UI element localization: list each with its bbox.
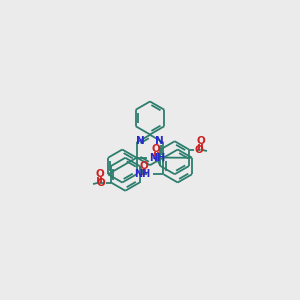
Text: NH: NH — [149, 153, 165, 163]
Text: O: O — [195, 145, 204, 154]
Text: O: O — [139, 161, 148, 171]
Text: O: O — [196, 136, 205, 146]
Text: N: N — [136, 136, 145, 146]
Text: O: O — [95, 169, 104, 179]
Text: O: O — [96, 178, 105, 188]
Text: NH: NH — [135, 169, 151, 179]
Text: N: N — [155, 136, 164, 146]
Text: O: O — [152, 144, 161, 154]
